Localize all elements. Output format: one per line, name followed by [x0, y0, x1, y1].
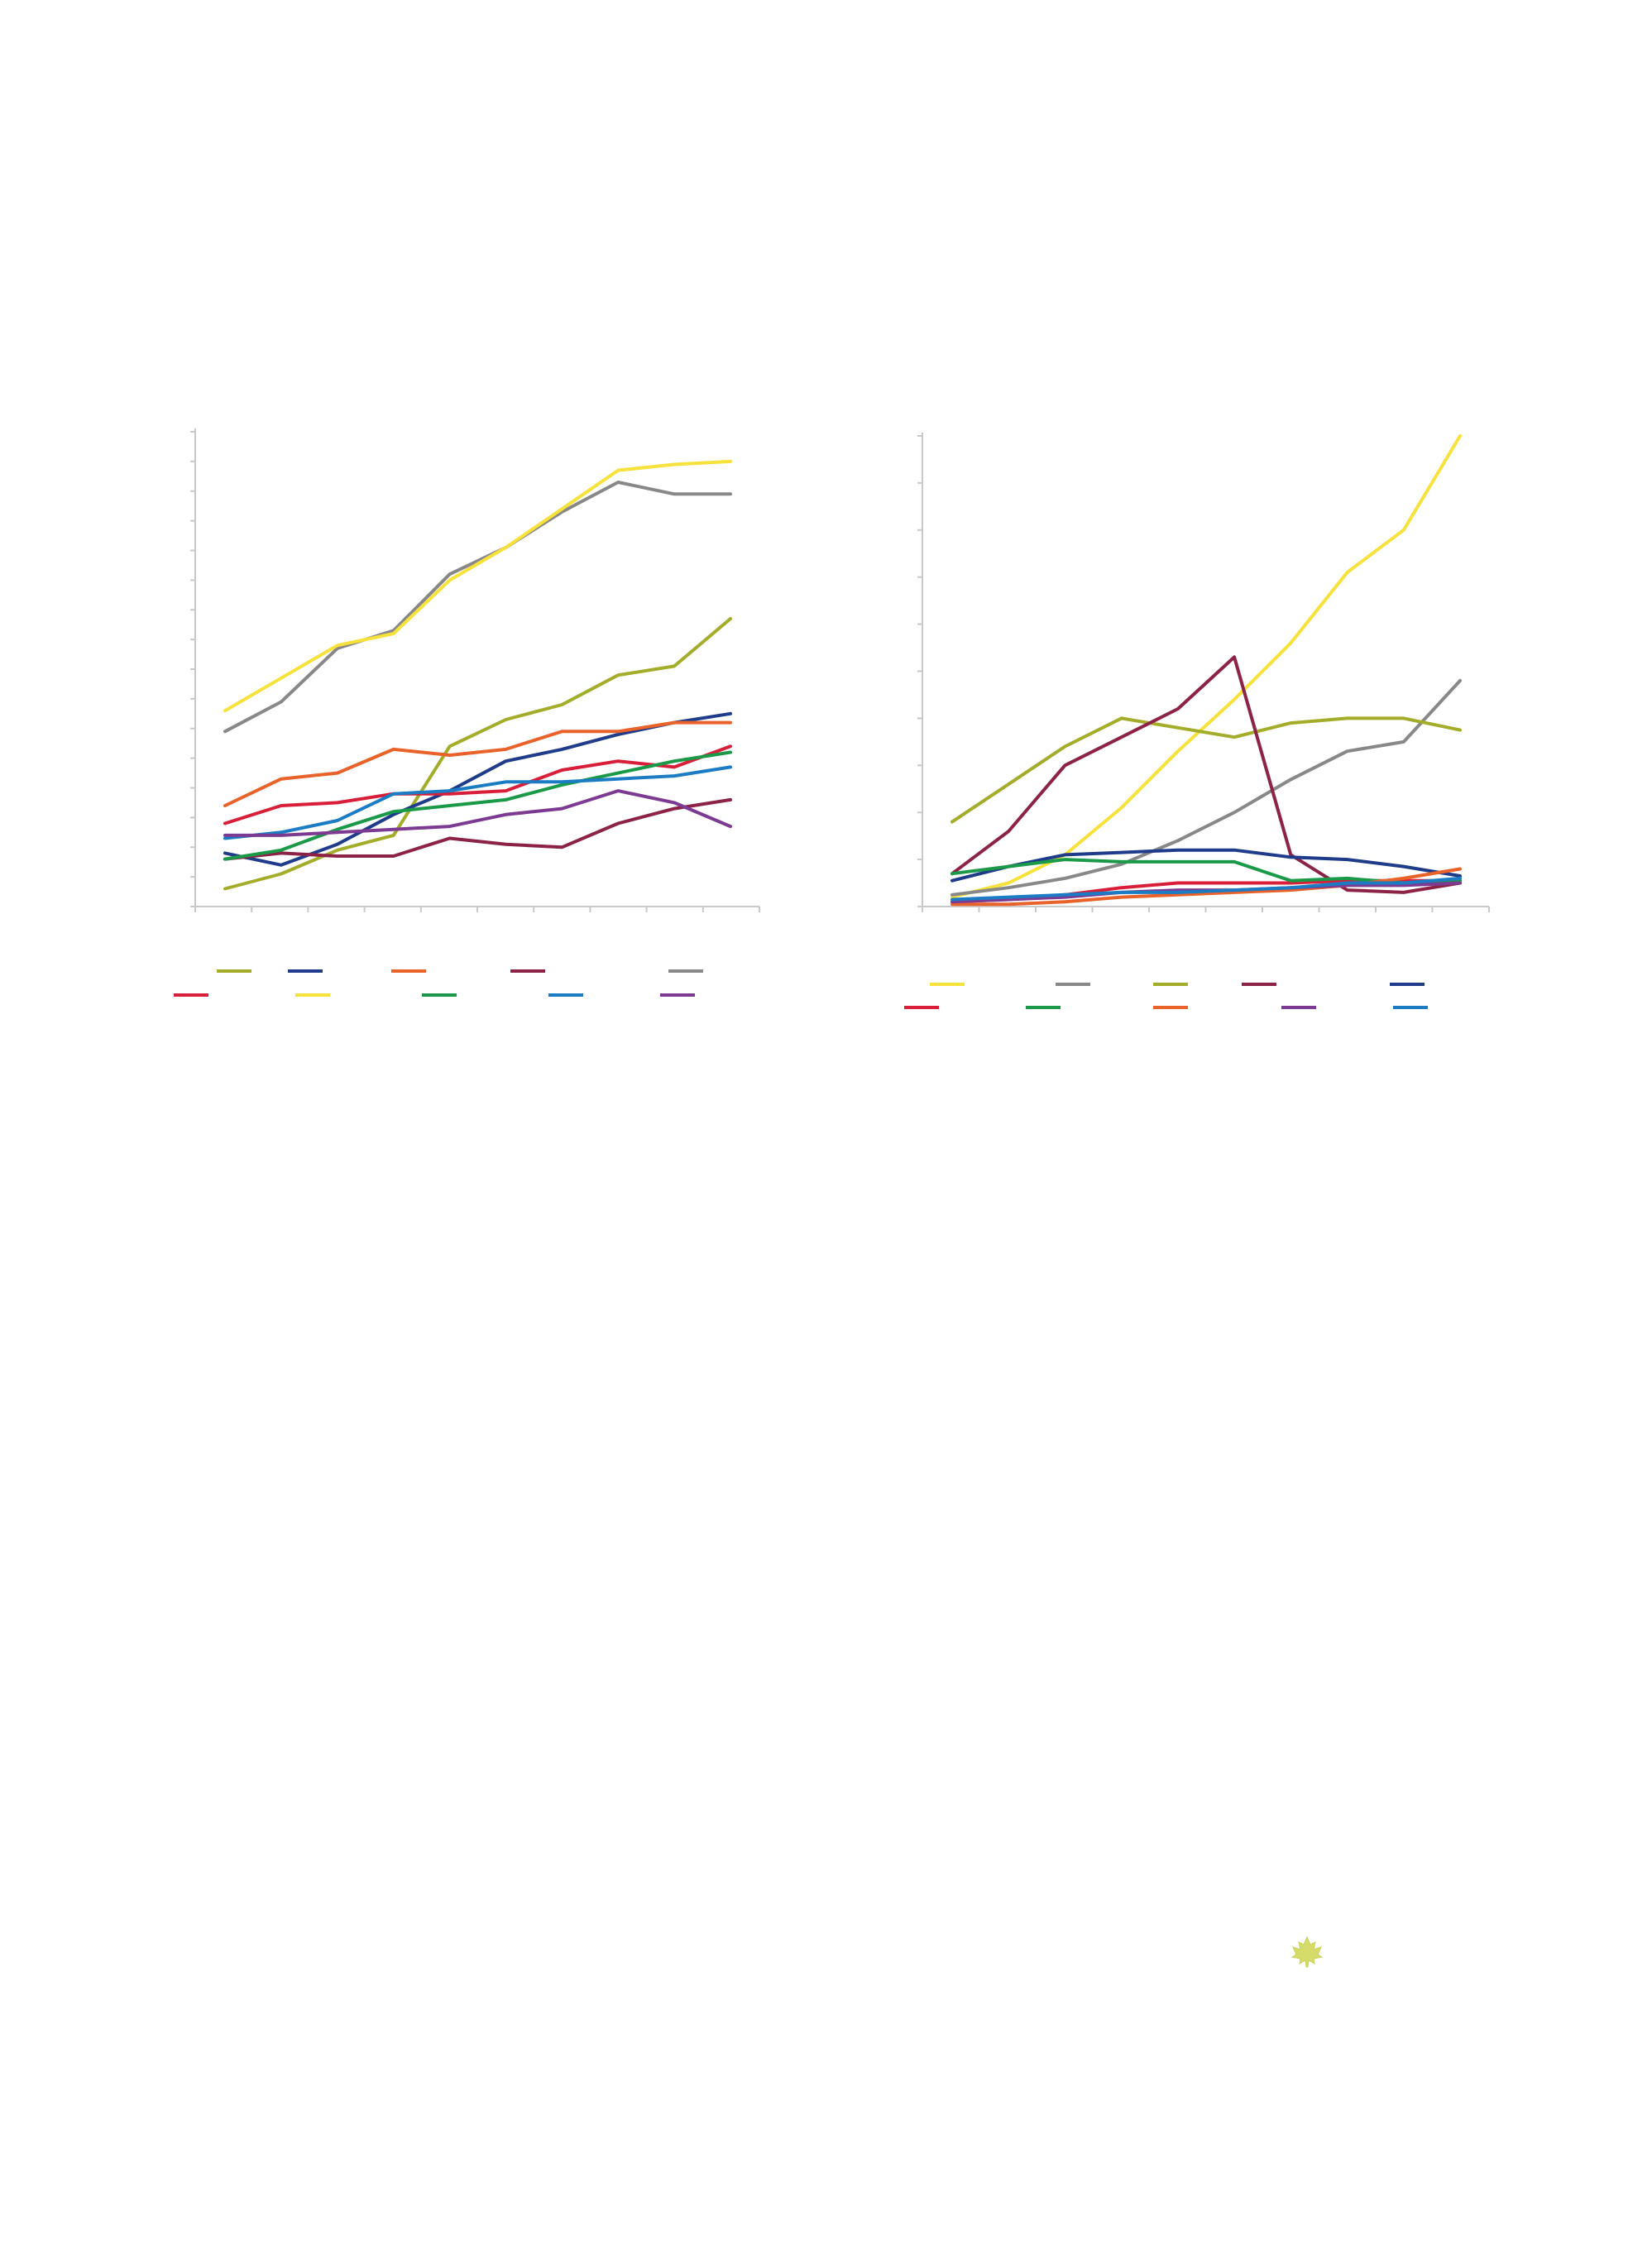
series-line-8 [223, 750, 732, 861]
series-line-9 [223, 765, 732, 840]
series-line-3 [223, 720, 732, 807]
series-line-2 [950, 678, 1462, 897]
series-line-10 [950, 876, 1462, 902]
series-line-5 [950, 848, 1462, 883]
series-line-7 [223, 459, 732, 713]
series-line-6 [223, 744, 732, 825]
right-line-chart [904, 433, 1490, 1009]
maple-leaf-shape [1290, 1936, 1324, 1968]
series-line-4 [223, 797, 732, 861]
series-line-5 [223, 481, 732, 734]
left-line-chart [174, 428, 760, 997]
series-line-1 [223, 617, 732, 891]
series-line-1 [950, 434, 1462, 899]
series-line-3 [950, 716, 1462, 824]
maple-leaf-icon [1290, 1936, 1324, 1968]
series-line-4 [950, 655, 1462, 894]
series-line-10 [223, 789, 732, 837]
